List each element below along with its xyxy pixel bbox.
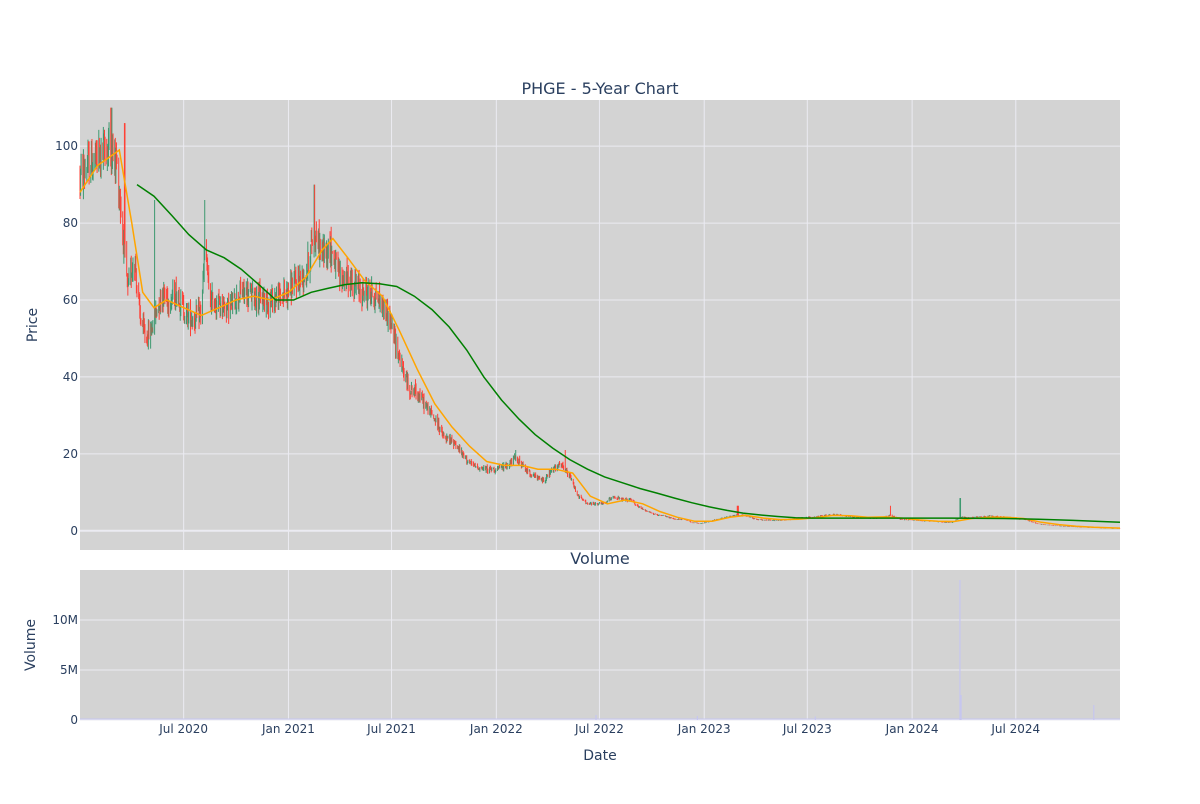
volume-chart-title: Volume [570,549,630,568]
x-axis-ticks: Jul 2020 Jan 2021 Jul 2021 Jan 2022 Jul 2022… [158,722,1040,736]
moving-average-short-line [79,148,1121,529]
x-tick-label: Jan 2021 [261,722,315,736]
price-y-tick-label: 20 [63,447,78,461]
x-axis-title: Date [583,748,616,764]
price-y-tick-label: 0 [70,524,78,538]
x-tick-label: Jul 2024 [990,722,1040,736]
x-tick-label: Jan 2023 [677,722,731,736]
x-tick-label: Jul 2022 [574,722,624,736]
price-y-tick-label: 40 [63,370,78,384]
moving-average-long-line [136,183,1121,524]
price-grid [80,100,1120,550]
x-tick-label: Jul 2023 [782,722,832,736]
price-y-axis-title: Price [25,308,41,342]
x-tick-label: Jul 2021 [366,722,416,736]
volume-bars [80,580,1120,720]
volume-y-ticks: 0 5M 10M [52,613,78,727]
volume-y-tick-label: 10M [52,613,78,627]
volume-y-tick-label: 5M [60,663,78,677]
volume-plot-area [80,570,1120,720]
volume-y-tick-label: 0 [70,713,78,727]
price-y-tick-label: 100 [55,139,78,153]
price-chart-title: PHGE - 5-Year Chart [521,79,678,98]
price-plot-area [80,100,1120,550]
volume-y-axis-title: Volume [23,619,39,671]
price-y-tick-label: 60 [63,293,78,307]
x-tick-label: Jan 2024 [885,722,939,736]
x-tick-label: Jul 2020 [158,722,208,736]
price-y-ticks: 0 20 40 60 80 100 [55,139,78,538]
x-tick-label: Jan 2022 [469,722,523,736]
price-lines [79,148,1121,529]
price-y-tick-label: 80 [63,216,78,230]
volume-grid [80,570,1120,721]
